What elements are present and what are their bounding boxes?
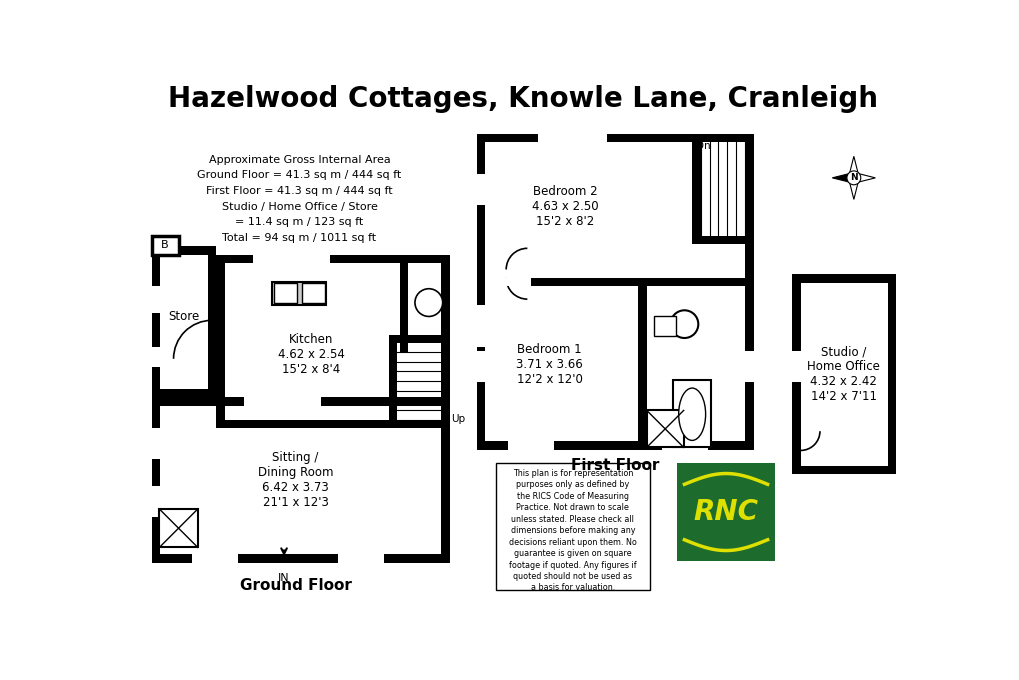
Bar xyxy=(274,284,297,303)
Bar xyxy=(274,284,297,303)
Bar xyxy=(792,466,896,475)
Bar xyxy=(673,379,710,447)
Text: Sitting /
Dining Room
6.42 x 3.73
21'1 x 12'3: Sitting / Dining Room 6.42 x 3.73 21'1 x… xyxy=(258,452,333,509)
Bar xyxy=(152,389,216,397)
Text: Kitchen
4.62 x 2.54
15'2 x 8'4: Kitchen 4.62 x 2.54 15'2 x 8'4 xyxy=(277,333,344,377)
Bar xyxy=(322,397,449,406)
Bar xyxy=(152,235,178,255)
Bar xyxy=(792,274,800,475)
Bar xyxy=(152,255,160,397)
Bar xyxy=(692,235,753,244)
Bar xyxy=(476,351,485,382)
Bar xyxy=(152,428,160,459)
Bar xyxy=(302,284,324,303)
Bar xyxy=(399,335,449,343)
Bar xyxy=(152,255,160,563)
Bar xyxy=(676,463,774,561)
Text: Hazelwood Cottages, Knowle Lane, Cranleigh: Hazelwood Cottages, Knowle Lane, Cranlei… xyxy=(167,84,877,112)
Bar xyxy=(654,316,676,336)
Bar xyxy=(216,255,449,263)
Bar xyxy=(476,134,753,142)
Bar xyxy=(152,397,253,406)
Text: IN: IN xyxy=(278,573,289,583)
Bar xyxy=(408,263,440,335)
Bar xyxy=(159,509,198,547)
Bar xyxy=(388,420,449,428)
Bar xyxy=(507,441,553,449)
Bar xyxy=(152,347,160,367)
Bar xyxy=(476,305,485,347)
Text: B: B xyxy=(161,240,169,250)
Bar xyxy=(476,278,753,286)
Text: N: N xyxy=(849,173,857,182)
Bar xyxy=(440,343,449,428)
Bar xyxy=(216,255,224,428)
Bar xyxy=(224,263,440,420)
Bar xyxy=(646,411,683,447)
Polygon shape xyxy=(832,173,853,183)
Circle shape xyxy=(846,171,860,185)
Bar xyxy=(152,255,160,397)
Circle shape xyxy=(415,289,442,316)
Text: Up: Up xyxy=(450,414,465,424)
Bar xyxy=(192,554,237,563)
Bar xyxy=(476,441,753,449)
Text: Store: Store xyxy=(168,310,200,323)
Text: Bedroom 1
3.71 x 3.66
12'2 x 12'0: Bedroom 1 3.71 x 3.66 12'2 x 12'0 xyxy=(516,343,583,386)
Bar xyxy=(152,246,216,255)
Bar xyxy=(792,274,896,283)
Bar xyxy=(152,235,178,255)
Bar xyxy=(253,255,330,263)
Bar xyxy=(673,379,710,447)
Bar xyxy=(160,406,440,554)
Bar xyxy=(152,397,449,406)
Text: Ground Floor: Ground Floor xyxy=(239,579,352,594)
Bar xyxy=(399,263,408,352)
Bar xyxy=(272,282,326,305)
Bar xyxy=(152,286,160,313)
Bar xyxy=(272,282,326,305)
Bar xyxy=(745,134,753,449)
Bar xyxy=(887,274,896,475)
Bar xyxy=(745,351,753,382)
Bar xyxy=(159,509,198,547)
Text: Studio /
Home Office
4.32 x 2.42
14'2 x 7'11: Studio / Home Office 4.32 x 2.42 14'2 x … xyxy=(807,345,879,403)
Bar xyxy=(638,278,646,449)
Bar xyxy=(216,420,449,428)
Text: RNC: RNC xyxy=(693,498,758,526)
Bar xyxy=(224,263,399,420)
Bar xyxy=(792,351,800,382)
Bar xyxy=(388,335,449,343)
Bar xyxy=(654,316,676,336)
Bar xyxy=(485,278,531,286)
Text: This plan is for representation
purposes only as defined by
the RICS Code of Mea: This plan is for representation purposes… xyxy=(508,469,636,592)
Text: Bedroom 2
4.63 x 2.50
15'2 x 8'2: Bedroom 2 4.63 x 2.50 15'2 x 8'2 xyxy=(531,185,598,228)
Bar xyxy=(160,263,208,389)
Ellipse shape xyxy=(678,388,705,441)
Bar xyxy=(495,463,649,590)
Bar xyxy=(152,486,160,517)
Text: Dn: Dn xyxy=(695,141,710,150)
Bar xyxy=(152,554,449,563)
Bar xyxy=(476,134,485,449)
Bar xyxy=(302,284,324,303)
Bar xyxy=(646,411,683,447)
Bar xyxy=(692,134,700,235)
Bar xyxy=(476,174,485,205)
Text: Approximate Gross Internal Area
Ground Floor = 41.3 sq m / 444 sq ft
First Floor: Approximate Gross Internal Area Ground F… xyxy=(197,155,401,243)
Bar xyxy=(337,554,384,563)
Bar xyxy=(440,397,449,563)
Bar xyxy=(208,255,216,397)
Bar xyxy=(661,441,707,449)
Bar xyxy=(538,134,607,142)
Bar xyxy=(388,343,396,428)
Text: First Floor: First Floor xyxy=(571,458,658,473)
Bar xyxy=(244,397,321,406)
Bar xyxy=(440,255,449,428)
Circle shape xyxy=(669,310,698,338)
Bar xyxy=(152,397,160,563)
